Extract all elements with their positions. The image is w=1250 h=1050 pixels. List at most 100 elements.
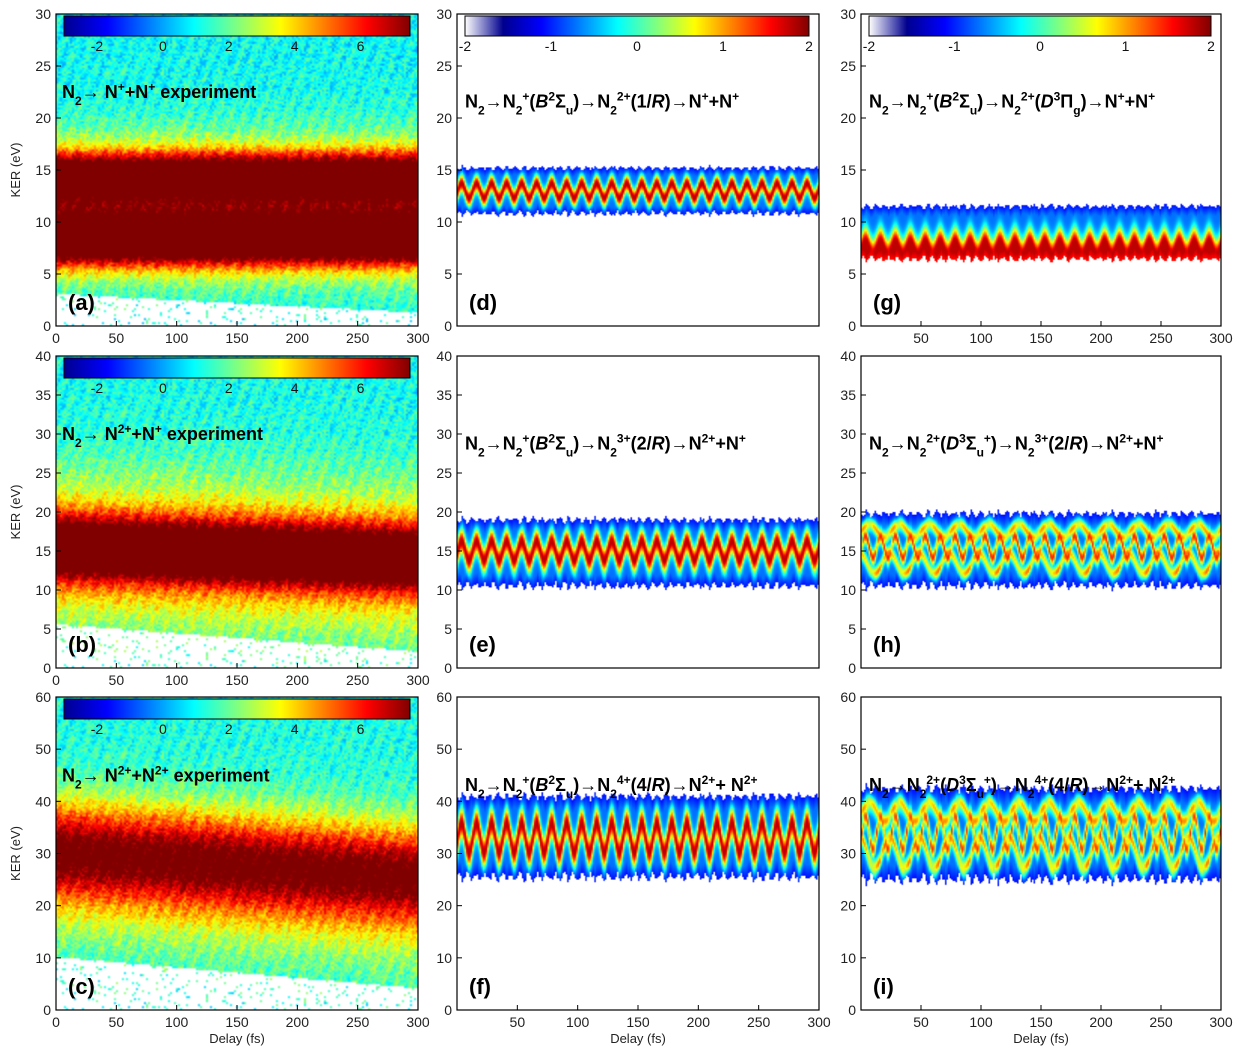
heatmap-image-f: [457, 697, 819, 1010]
y-tick-label: 10: [840, 582, 856, 598]
y-tick-label: 20: [436, 110, 452, 126]
x-tick-label: 300: [406, 1014, 430, 1030]
colorbar-gradient: [63, 357, 411, 379]
panel-title-a: N2→ N++N+ experiment: [62, 80, 256, 108]
panel-label-c: (c): [68, 974, 95, 999]
x-tick-label: 250: [346, 1014, 370, 1030]
y-tick-label: 30: [840, 426, 856, 442]
panel-label-h: (h): [873, 632, 901, 657]
panel-i: 0 10 20 30 40 50 60 50 100 150 200 250 300 Delay (fs)…: [840, 689, 1232, 1046]
panel-title-d: N2→N2+(B2Σu)→N22+(1/R)→N++N+: [465, 90, 739, 118]
y-tick-label: 0: [444, 660, 452, 676]
colorbar-c: -2 0 2 4 6: [63, 698, 411, 737]
x-tick-label: 300: [807, 1014, 831, 1030]
y-tick-label: 40: [35, 793, 51, 809]
x-tick-label: 50: [109, 672, 125, 688]
y-tick-label: 0: [444, 318, 452, 334]
x-tick-label: 250: [346, 330, 370, 346]
y-tick-label: 15: [436, 162, 452, 178]
x-tick-label: 50: [913, 1014, 929, 1030]
x-tick-label: 50: [109, 1014, 125, 1030]
panel-title-f: N2→N2+(B2Σu)→N24+(4/R)→N2++ N2+: [465, 773, 758, 801]
x-tick-label: 150: [1029, 1014, 1053, 1030]
y-tick-label: 30: [840, 846, 856, 862]
panel-label-g: (g): [873, 290, 901, 315]
y-tick-label: 35: [436, 387, 452, 403]
x-axis-label: Delay (fs): [1013, 1031, 1069, 1046]
x-tick-label: 0: [52, 330, 60, 346]
colorbar-tick-label: 2: [225, 38, 233, 54]
x-tick-label: 0: [52, 1014, 60, 1030]
y-tick-label: 30: [35, 426, 51, 442]
panel-title-c: N2→ N2++N2+ experiment: [62, 764, 270, 792]
x-axis-label: Delay (fs): [209, 1031, 265, 1046]
y-tick-label: 5: [848, 621, 856, 637]
colorbar-tick-label: 2: [1207, 38, 1215, 54]
y-tick-label: 10: [436, 582, 452, 598]
y-tick-label: 20: [436, 898, 452, 914]
colorbar-tick-label: 0: [159, 721, 167, 737]
colorbar-tick-label: 2: [805, 38, 813, 54]
colorbar-tick-label: -1: [545, 38, 558, 54]
x-tick-label: 200: [286, 672, 310, 688]
y-tick-label: 10: [840, 214, 856, 230]
x-tick-label: 250: [747, 1014, 771, 1030]
colorbar-gradient: [63, 15, 411, 37]
colorbar-tick-label: 6: [357, 721, 365, 737]
colorbar-tick-label: 2: [225, 721, 233, 737]
y-tick-label: 5: [43, 621, 51, 637]
y-tick-label: 15: [840, 543, 856, 559]
x-tick-label: 250: [1149, 1014, 1173, 1030]
colorbar-tick-label: -2: [863, 38, 876, 54]
colorbar-tick-label: 4: [291, 38, 299, 54]
y-tick-label: 5: [43, 266, 51, 282]
panel-label-i: (i): [873, 974, 894, 999]
y-tick-label: 20: [35, 898, 51, 914]
colorbar-tick-label: 2: [225, 380, 233, 396]
y-tick-label: 25: [436, 58, 452, 74]
x-tick-label: 200: [687, 1014, 711, 1030]
y-tick-label: 50: [840, 741, 856, 757]
y-tick-label: 60: [35, 689, 51, 705]
colorbar-tick-label: 4: [291, 721, 299, 737]
x-tick-label: 100: [165, 1014, 189, 1030]
y-tick-label: 25: [35, 465, 51, 481]
colorbar-tick-label: 6: [357, 38, 365, 54]
y-tick-label: 10: [436, 214, 452, 230]
y-tick-label: 10: [35, 950, 51, 966]
panel-label-e: (e): [469, 632, 496, 657]
y-tick-label: 5: [848, 266, 856, 282]
y-tick-label: 35: [840, 387, 856, 403]
x-tick-label: 200: [1089, 330, 1113, 346]
y-tick-label: 20: [35, 110, 51, 126]
colorbar-g: -2 -1 0 1 2: [863, 15, 1215, 54]
x-tick-label: 150: [225, 672, 249, 688]
y-tick-label: 0: [444, 1002, 452, 1018]
y-tick-label: 30: [436, 846, 452, 862]
y-tick-label: 20: [436, 504, 452, 520]
x-tick-label: 100: [165, 672, 189, 688]
colorbar-b: -2 0 2 4 6: [63, 357, 411, 396]
y-tick-label: 15: [35, 543, 51, 559]
heatmap-image-i: [861, 697, 1221, 1010]
y-tick-label: 40: [436, 348, 452, 364]
colorbar-tick-label: 0: [1036, 38, 1044, 54]
x-tick-label: 100: [165, 330, 189, 346]
heatmap-image-b: [56, 356, 418, 668]
panel-label-a: (a): [68, 290, 95, 315]
y-tick-label: 15: [840, 162, 856, 178]
colorbar-tick-label: 0: [633, 38, 641, 54]
heatmap-image-d: [457, 14, 819, 326]
y-tick-label: 35: [35, 387, 51, 403]
y-tick-label: 0: [848, 1002, 856, 1018]
y-tick-label: 40: [840, 793, 856, 809]
x-tick-label: 50: [510, 1014, 526, 1030]
panel-title-e: N2→N2+(B2Σu)→N23+(2/R)→N2++N+: [465, 432, 746, 460]
panel-title-b: N2→ N2++N+ experiment: [62, 422, 263, 450]
x-tick-label: 100: [566, 1014, 590, 1030]
y-tick-label: 50: [436, 741, 452, 757]
colorbar-tick-label: -1: [948, 38, 961, 54]
